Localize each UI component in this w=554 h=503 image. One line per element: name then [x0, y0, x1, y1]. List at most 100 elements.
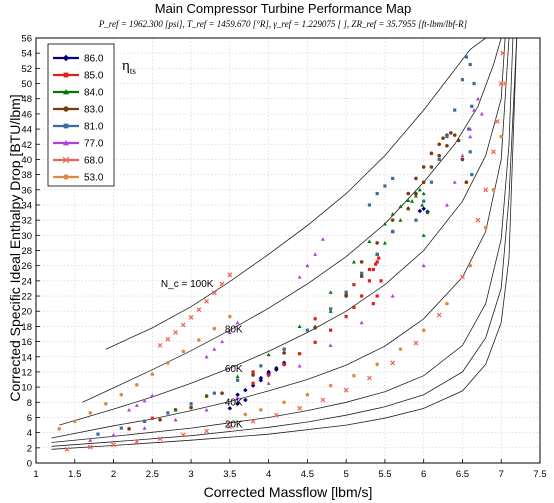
data-point: [298, 352, 302, 356]
y-tick-label: 8: [27, 398, 32, 409]
data-point: [421, 165, 426, 169]
data-point: [475, 96, 480, 101]
speed-label: 60K: [225, 364, 243, 375]
chart-subtitle: P_ref = 1962.300 [psi], T_ref = 1459.670…: [98, 19, 468, 29]
data-point: [421, 180, 426, 184]
y-tick-label: 14: [21, 352, 32, 363]
data-point: [181, 349, 186, 354]
data-point: [282, 400, 286, 405]
data-point: [243, 387, 248, 393]
data-point: [491, 149, 496, 155]
y-tick-label: 18: [21, 322, 32, 333]
data-point: [328, 309, 333, 313]
data-point: [413, 340, 419, 346]
data-point: [375, 260, 379, 264]
data-point: [211, 290, 217, 296]
data-point: [88, 411, 93, 415]
data-point: [470, 173, 474, 177]
data-point: [157, 436, 163, 442]
data-point: [220, 391, 224, 395]
data-point: [297, 275, 302, 279]
data-point: [456, 138, 461, 143]
data-point: [464, 55, 468, 59]
data-point: [503, 81, 507, 86]
speed-label: 40K: [225, 397, 243, 408]
data-point: [406, 198, 411, 203]
x-tick-label: 5.5: [378, 469, 391, 480]
data-point: [313, 252, 318, 256]
data-point: [429, 180, 434, 184]
data-point: [111, 432, 116, 437]
data-point: [282, 347, 286, 351]
x-tick-label: 7.5: [533, 469, 546, 480]
x-tick-label: 4.5: [301, 469, 314, 480]
data-point: [375, 252, 379, 256]
data-point: [460, 78, 465, 82]
data-point: [410, 199, 415, 203]
data-point: [421, 206, 427, 212]
data-point: [329, 307, 333, 311]
data-point: [371, 302, 375, 306]
data-point: [417, 187, 422, 192]
x-tick-label: 2: [111, 469, 116, 480]
data-point: [375, 191, 379, 196]
data-point: [483, 225, 488, 230]
data-point: [391, 229, 395, 234]
data-point: [468, 127, 473, 131]
y-tick-label: 56: [21, 34, 32, 45]
data-point: [328, 383, 333, 388]
y-tick-label: 40: [21, 155, 32, 166]
legend-label: 83.0: [84, 105, 104, 116]
data-point: [282, 351, 286, 355]
data-point: [273, 412, 279, 418]
data-point: [134, 403, 139, 407]
data-point: [103, 402, 108, 406]
data-point: [444, 202, 449, 207]
data-point: [235, 395, 240, 400]
data-point: [468, 134, 473, 139]
data-point: [235, 374, 240, 379]
data-point: [166, 411, 170, 415]
data-point: [468, 150, 472, 154]
data-point: [313, 340, 317, 344]
data-point: [189, 402, 193, 406]
data-point: [266, 352, 271, 357]
y-tick-label: 26: [21, 261, 32, 272]
data-point: [468, 263, 473, 268]
data-point: [189, 405, 193, 410]
data-point: [421, 191, 426, 196]
x-tick-label: 1.5: [68, 469, 81, 480]
data-point: [72, 419, 77, 424]
data-point: [359, 260, 364, 264]
y-tick-label: 46: [21, 109, 32, 120]
y-tick-label: 28: [21, 246, 32, 257]
data-point: [398, 204, 403, 209]
data-point: [119, 426, 123, 430]
data-point: [157, 342, 163, 348]
data-point: [158, 417, 162, 422]
y-axis-ticks: 0246810121416182022242628303234363840424…: [21, 34, 40, 470]
data-point: [500, 50, 506, 56]
data-point: [313, 326, 317, 330]
data-point: [212, 347, 217, 351]
data-point: [204, 407, 209, 412]
x-tick-label: 6: [421, 469, 426, 480]
speed-label: 20K: [225, 419, 243, 430]
data-point: [227, 330, 232, 335]
y-tick-label: 20: [21, 307, 32, 318]
data-point: [414, 218, 418, 222]
data-point: [429, 165, 434, 169]
data-point: [377, 256, 381, 260]
y-tick-label: 32: [21, 216, 32, 227]
data-point: [414, 176, 418, 181]
data-point: [251, 373, 255, 377]
speed-line: [82, 37, 502, 403]
data-point: [197, 338, 201, 342]
legend-label: 77.0: [84, 139, 104, 150]
data-point: [88, 438, 93, 442]
data-point: [235, 401, 240, 407]
data-point: [390, 212, 395, 216]
data-point: [359, 320, 364, 325]
data-point: [282, 362, 286, 366]
data-point: [379, 279, 383, 283]
